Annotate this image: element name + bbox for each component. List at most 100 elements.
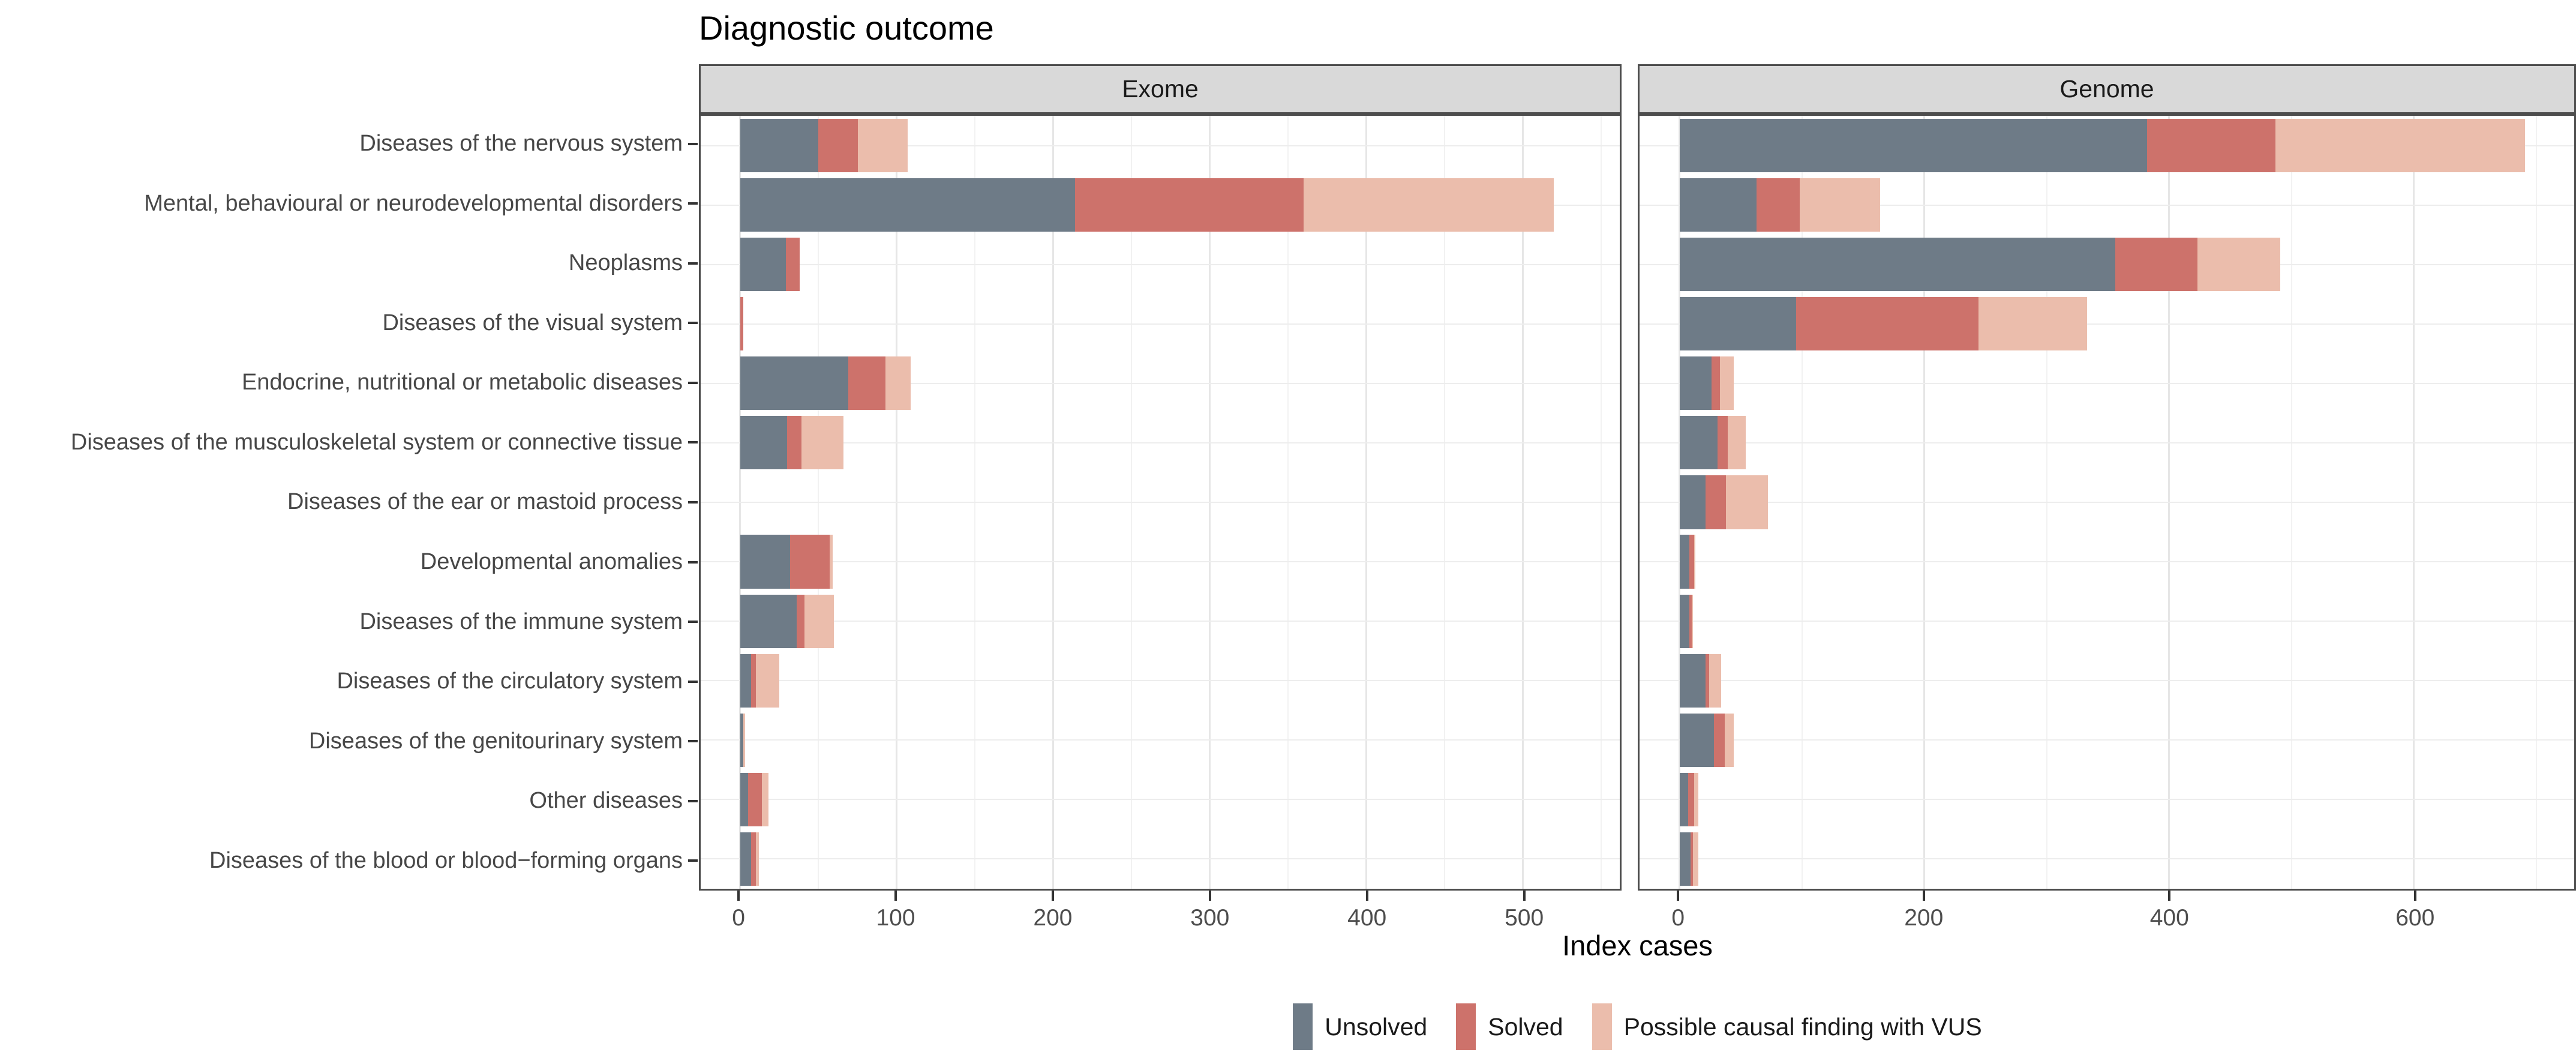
bar-segment-vus xyxy=(829,535,833,589)
solved-swatch-icon xyxy=(1456,1003,1476,1050)
bar-segment-vus xyxy=(1720,356,1734,410)
bar-segment-vus xyxy=(2275,118,2526,173)
bar-segment-solved xyxy=(790,535,830,589)
vus-swatch-icon xyxy=(1592,1003,1612,1050)
stacked-bar xyxy=(740,772,1620,826)
bar-segment-vus xyxy=(857,118,908,173)
gridline-horizontal xyxy=(1640,739,2574,741)
stacked-bar xyxy=(1679,535,2574,589)
stacked-bar xyxy=(740,297,1620,351)
x-tick-label: 100 xyxy=(876,905,915,931)
y-axis-label: Diseases of the visual system xyxy=(382,310,683,335)
bar-segment-solved xyxy=(1714,713,1725,767)
bar-segment-vus xyxy=(2197,238,2281,292)
bar-segment-vus xyxy=(1693,832,1698,886)
bar-segment-unsolved xyxy=(1679,772,1689,826)
bar-segment-unsolved xyxy=(740,118,819,173)
x-tick-mark xyxy=(1677,891,1680,901)
x-tick-mark xyxy=(2168,891,2171,901)
bar-segment-vus xyxy=(1694,535,1696,589)
bar-segment-unsolved xyxy=(740,178,1076,232)
x-tick-mark xyxy=(1523,891,1526,901)
gridline-horizontal xyxy=(1640,204,2574,206)
stacked-bar xyxy=(1679,832,2574,886)
bar-segment-unsolved xyxy=(1679,535,1690,589)
y-axis-label: Diseases of the ear or mastoid process xyxy=(287,489,683,515)
bar-segment-vus xyxy=(1304,178,1554,232)
bar-segment-unsolved xyxy=(740,832,752,886)
bar-segment-solved xyxy=(747,772,762,826)
bar-segment-solved xyxy=(1691,832,1694,886)
gridline-horizontal xyxy=(701,621,1620,622)
bar-segment-solved xyxy=(1689,594,1692,648)
stacked-bar xyxy=(740,238,1620,292)
x-tick-label: 400 xyxy=(1347,905,1387,931)
bar-segment-solved xyxy=(1718,416,1728,470)
facet-strip-genome-label: Genome xyxy=(2059,75,2154,103)
stacked-bar xyxy=(1679,594,2574,648)
facet-strip-exome-label: Exome xyxy=(1122,75,1199,103)
x-axis-title: Index cases xyxy=(1562,930,1713,961)
bar-segment-unsolved xyxy=(1679,832,1691,886)
y-tick-mark xyxy=(688,680,698,683)
gridline-horizontal xyxy=(1640,442,2574,443)
y-axis-label: Diseases of the circulatory system xyxy=(337,669,683,694)
x-tick-mark xyxy=(737,891,740,901)
bar-segment-solved xyxy=(796,594,804,648)
stacked-bar xyxy=(740,713,1620,767)
x-tick-mark xyxy=(894,891,897,901)
x-tick-label: 200 xyxy=(1904,905,1944,931)
y-tick-mark xyxy=(688,859,698,862)
bar-segment-vus xyxy=(801,416,844,470)
x-tick-label: 0 xyxy=(1671,905,1685,931)
bar-area xyxy=(740,116,1620,889)
gridline-horizontal xyxy=(701,145,1620,146)
gridline-horizontal xyxy=(701,323,1620,325)
bar-segment-unsolved xyxy=(1679,238,2116,292)
gridline-horizontal xyxy=(1640,382,2574,384)
gridline-horizontal xyxy=(1640,799,2574,801)
x-tick-mark xyxy=(1365,891,1368,901)
y-axis-label: Developmental anomalies xyxy=(420,549,683,575)
y-tick-mark xyxy=(688,142,698,145)
facet-panel-genome xyxy=(1638,114,2576,891)
bar-segment-vus xyxy=(1692,594,1694,648)
y-axis-label: Other diseases xyxy=(529,788,683,814)
facet-panel-exome xyxy=(699,114,1622,891)
gridline-horizontal xyxy=(1640,561,2574,563)
y-tick-mark xyxy=(688,501,698,503)
bar-segment-vus xyxy=(1709,654,1722,708)
bar-segment-solved xyxy=(751,832,756,886)
gridline-horizontal xyxy=(701,263,1620,265)
bar-segment-vus xyxy=(755,832,759,886)
legend-item-unsolved: Unsolved xyxy=(1293,1003,1427,1050)
gridline-horizontal xyxy=(1640,858,2574,860)
stacked-bar xyxy=(1679,238,2574,292)
bar-segment-solved xyxy=(818,118,858,173)
y-axis-label: Diseases of the blood or blood−forming o… xyxy=(209,847,683,873)
y-tick-mark xyxy=(688,322,698,325)
legend-label-vus: Possible causal finding with VUS xyxy=(1623,1012,1982,1041)
bar-segment-solved xyxy=(740,297,744,351)
stacked-bar xyxy=(1679,654,2574,708)
stacked-bar xyxy=(740,118,1620,173)
bar-segment-unsolved xyxy=(740,594,797,648)
bar-segment-unsolved xyxy=(740,416,788,470)
bar-segment-solved xyxy=(1689,535,1695,589)
bar-segment-unsolved xyxy=(740,713,744,767)
stacked-bar xyxy=(1679,118,2574,173)
x-tick-label: 0 xyxy=(732,905,745,931)
bar-segment-solved xyxy=(1688,772,1695,826)
bar-segment-vus xyxy=(1725,713,1734,767)
stacked-bar xyxy=(740,832,1620,886)
legend-item-solved: Solved xyxy=(1456,1003,1563,1050)
bar-segment-unsolved xyxy=(1679,178,1757,232)
gridline-horizontal xyxy=(701,561,1620,563)
legend-label-unsolved: Unsolved xyxy=(1325,1012,1428,1041)
bar-segment-unsolved xyxy=(1679,594,1690,648)
bar-segment-unsolved xyxy=(1679,654,1706,708)
stacked-bar xyxy=(740,416,1620,470)
y-tick-mark xyxy=(688,381,698,384)
bar-segment-solved xyxy=(751,654,756,708)
bar-segment-unsolved xyxy=(740,535,791,589)
